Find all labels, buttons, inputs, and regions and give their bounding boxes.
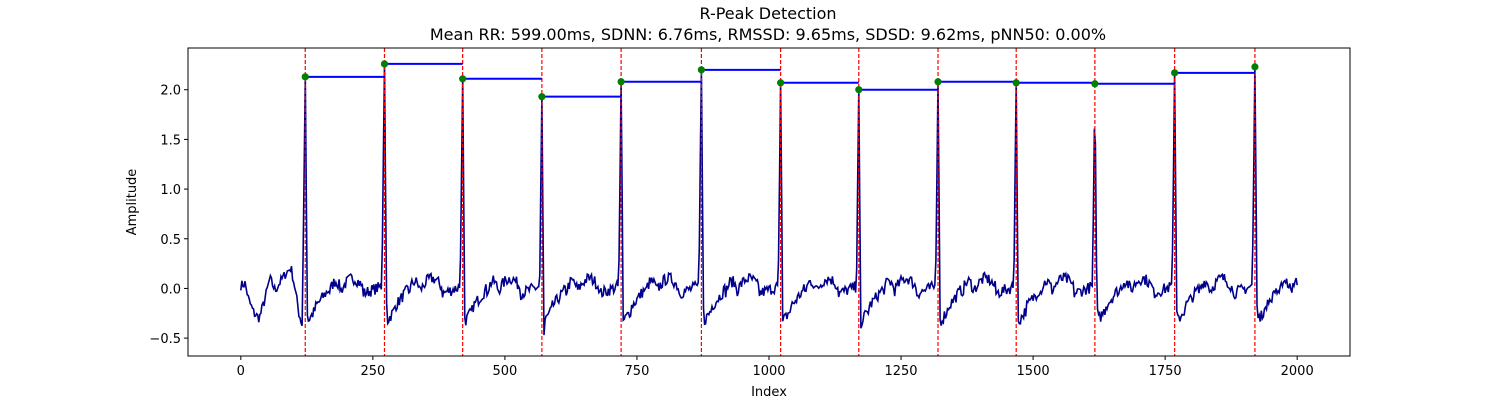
y-tick-label: 0.0 xyxy=(160,282,181,297)
r-peak-point xyxy=(459,75,467,83)
r-peak-point xyxy=(777,79,785,87)
x-axis-label: Index xyxy=(751,385,787,400)
x-tick-label: 2000 xyxy=(1281,364,1314,379)
x-tick-label: 250 xyxy=(360,364,385,379)
y-tick-label: −0.5 xyxy=(149,332,181,347)
r-peak-point xyxy=(617,78,625,86)
plot-area xyxy=(240,48,1298,356)
r-peak-point xyxy=(1091,80,1099,88)
r-peak-point xyxy=(855,86,863,94)
r-peak-point xyxy=(934,78,942,86)
x-axis: 0 250 500 750 1000 1250 1500 1750 2000 xyxy=(237,356,1314,379)
y-axis: −0.5 0.0 0.5 1.0 1.5 2.0 xyxy=(149,84,188,347)
x-tick-label: 750 xyxy=(625,364,650,379)
x-tick-label: 1250 xyxy=(884,364,917,379)
x-tick-label: 1000 xyxy=(752,364,785,379)
r-peak-point xyxy=(301,73,309,81)
y-tick-label: 1.5 xyxy=(160,133,181,148)
r-peak-point xyxy=(697,66,705,74)
chart-title: R-Peak Detection xyxy=(699,4,836,23)
y-axis-label: Amplitude xyxy=(125,169,140,236)
r-peak-point xyxy=(1171,69,1179,77)
y-tick-label: 1.0 xyxy=(160,183,181,198)
ecg-signal-line xyxy=(240,63,1298,336)
x-tick-label: 500 xyxy=(492,364,517,379)
y-tick-label: 2.0 xyxy=(160,84,181,99)
r-peak-point xyxy=(1012,79,1020,87)
r-peak-point xyxy=(538,93,546,101)
x-tick-label: 0 xyxy=(237,364,245,379)
y-tick-label: 0.5 xyxy=(160,233,181,248)
chart-subtitle: Mean RR: 599.00ms, SDNN: 6.76ms, RMSSD: … xyxy=(430,25,1106,44)
x-tick-label: 1750 xyxy=(1149,364,1182,379)
x-tick-label: 1500 xyxy=(1017,364,1050,379)
r-peak-point xyxy=(1251,63,1259,71)
r-peak-point xyxy=(380,60,389,68)
